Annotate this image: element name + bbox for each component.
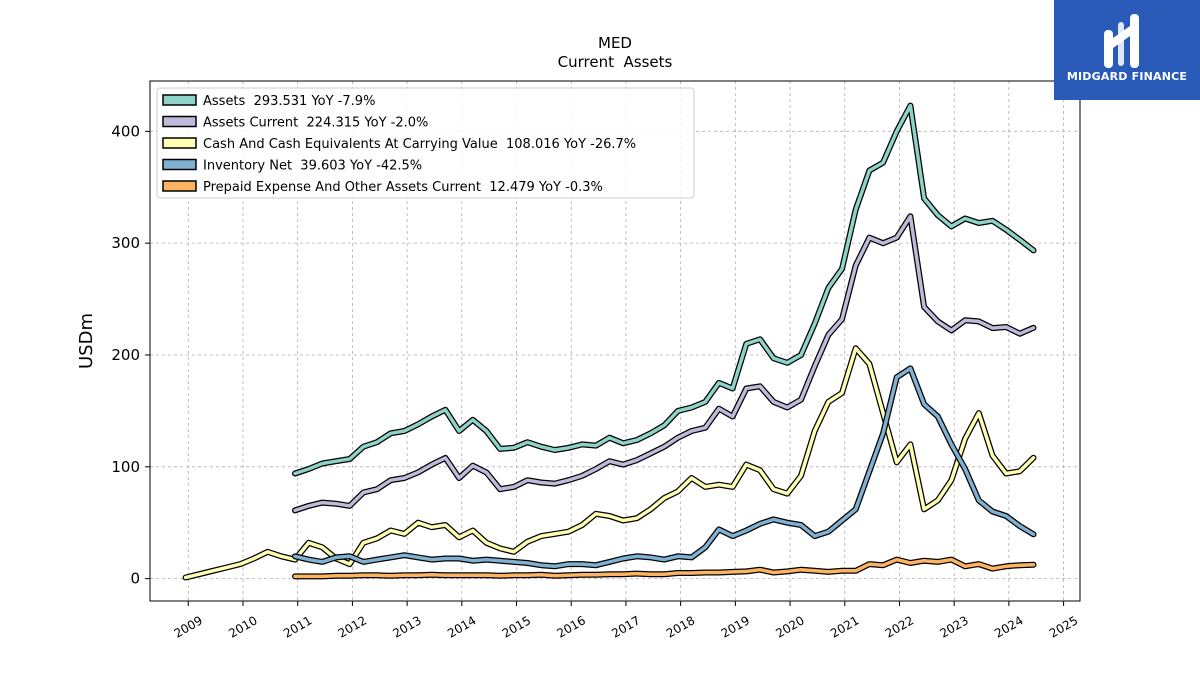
y-axis-label: USDm	[76, 313, 97, 369]
x-tick-label: 2013	[390, 613, 423, 640]
legend-label: Prepaid Expense And Other Assets Current…	[203, 180, 603, 195]
series-line-outline	[292, 213, 1037, 514]
x-tick-label: 2020	[773, 613, 806, 640]
legend-label: Assets Current 224.315 YoY -2.0%	[203, 116, 428, 131]
x-tick-label: 2023	[937, 613, 970, 640]
x-tick-label: 2015	[500, 613, 533, 640]
x-tick-label: 2011	[281, 613, 314, 640]
legend: Assets 293.531 YoY -7.9% Assets Current 2…	[156, 87, 695, 199]
x-tick-label: 2009	[172, 613, 205, 640]
plot-frame	[149, 80, 1081, 602]
brand-logo-icon	[1104, 14, 1139, 68]
series-line	[293, 214, 1036, 513]
legend-label: Cash And Cash Equivalents At Carrying Va…	[203, 137, 636, 152]
y-tick-label: 100	[111, 458, 140, 476]
chart-subtitle: Current Assets	[558, 53, 673, 71]
x-tick-label: 2014	[445, 613, 478, 640]
x-tick-label: 2024	[992, 613, 1025, 640]
legend-swatch	[162, 137, 197, 149]
x-tick-label: 2025	[1047, 613, 1080, 640]
y-tick-label: 200	[111, 346, 140, 364]
x-tick-label: 2017	[609, 613, 642, 640]
series-line	[293, 557, 1036, 579]
legend-label: Assets 293.531 YoY -7.9%	[203, 94, 375, 109]
x-tick-label: 2016	[555, 613, 588, 640]
chart-title: MED	[598, 34, 632, 52]
y-tick-label: 400	[111, 122, 140, 140]
legend-swatch	[162, 180, 197, 192]
legend-swatch	[162, 115, 197, 128]
x-tick-label: 2010	[226, 613, 259, 640]
x-tick-label: 2022	[883, 613, 916, 640]
y-tick-label: 300	[111, 234, 140, 252]
brand-logo: MIDGARD FINANCE	[1054, 0, 1200, 100]
brand-name: MIDGARD FINANCE	[1066, 70, 1188, 83]
legend-swatch	[162, 94, 197, 106]
series-layer	[182, 102, 1037, 581]
legend-swatch	[162, 158, 197, 171]
x-tick-label: 2012	[336, 613, 369, 640]
series-line	[293, 103, 1036, 476]
legend-box	[156, 87, 695, 199]
legend-label: Inventory Net 39.603 YoY -42.5%	[203, 159, 422, 174]
x-tick-label: 2018	[664, 613, 697, 640]
series-line	[183, 346, 1036, 580]
x-tick-label: 2019	[719, 613, 752, 640]
series-line	[293, 366, 1036, 569]
x-tick-label: 2021	[828, 613, 861, 640]
y-tick-label: 0	[130, 570, 140, 588]
